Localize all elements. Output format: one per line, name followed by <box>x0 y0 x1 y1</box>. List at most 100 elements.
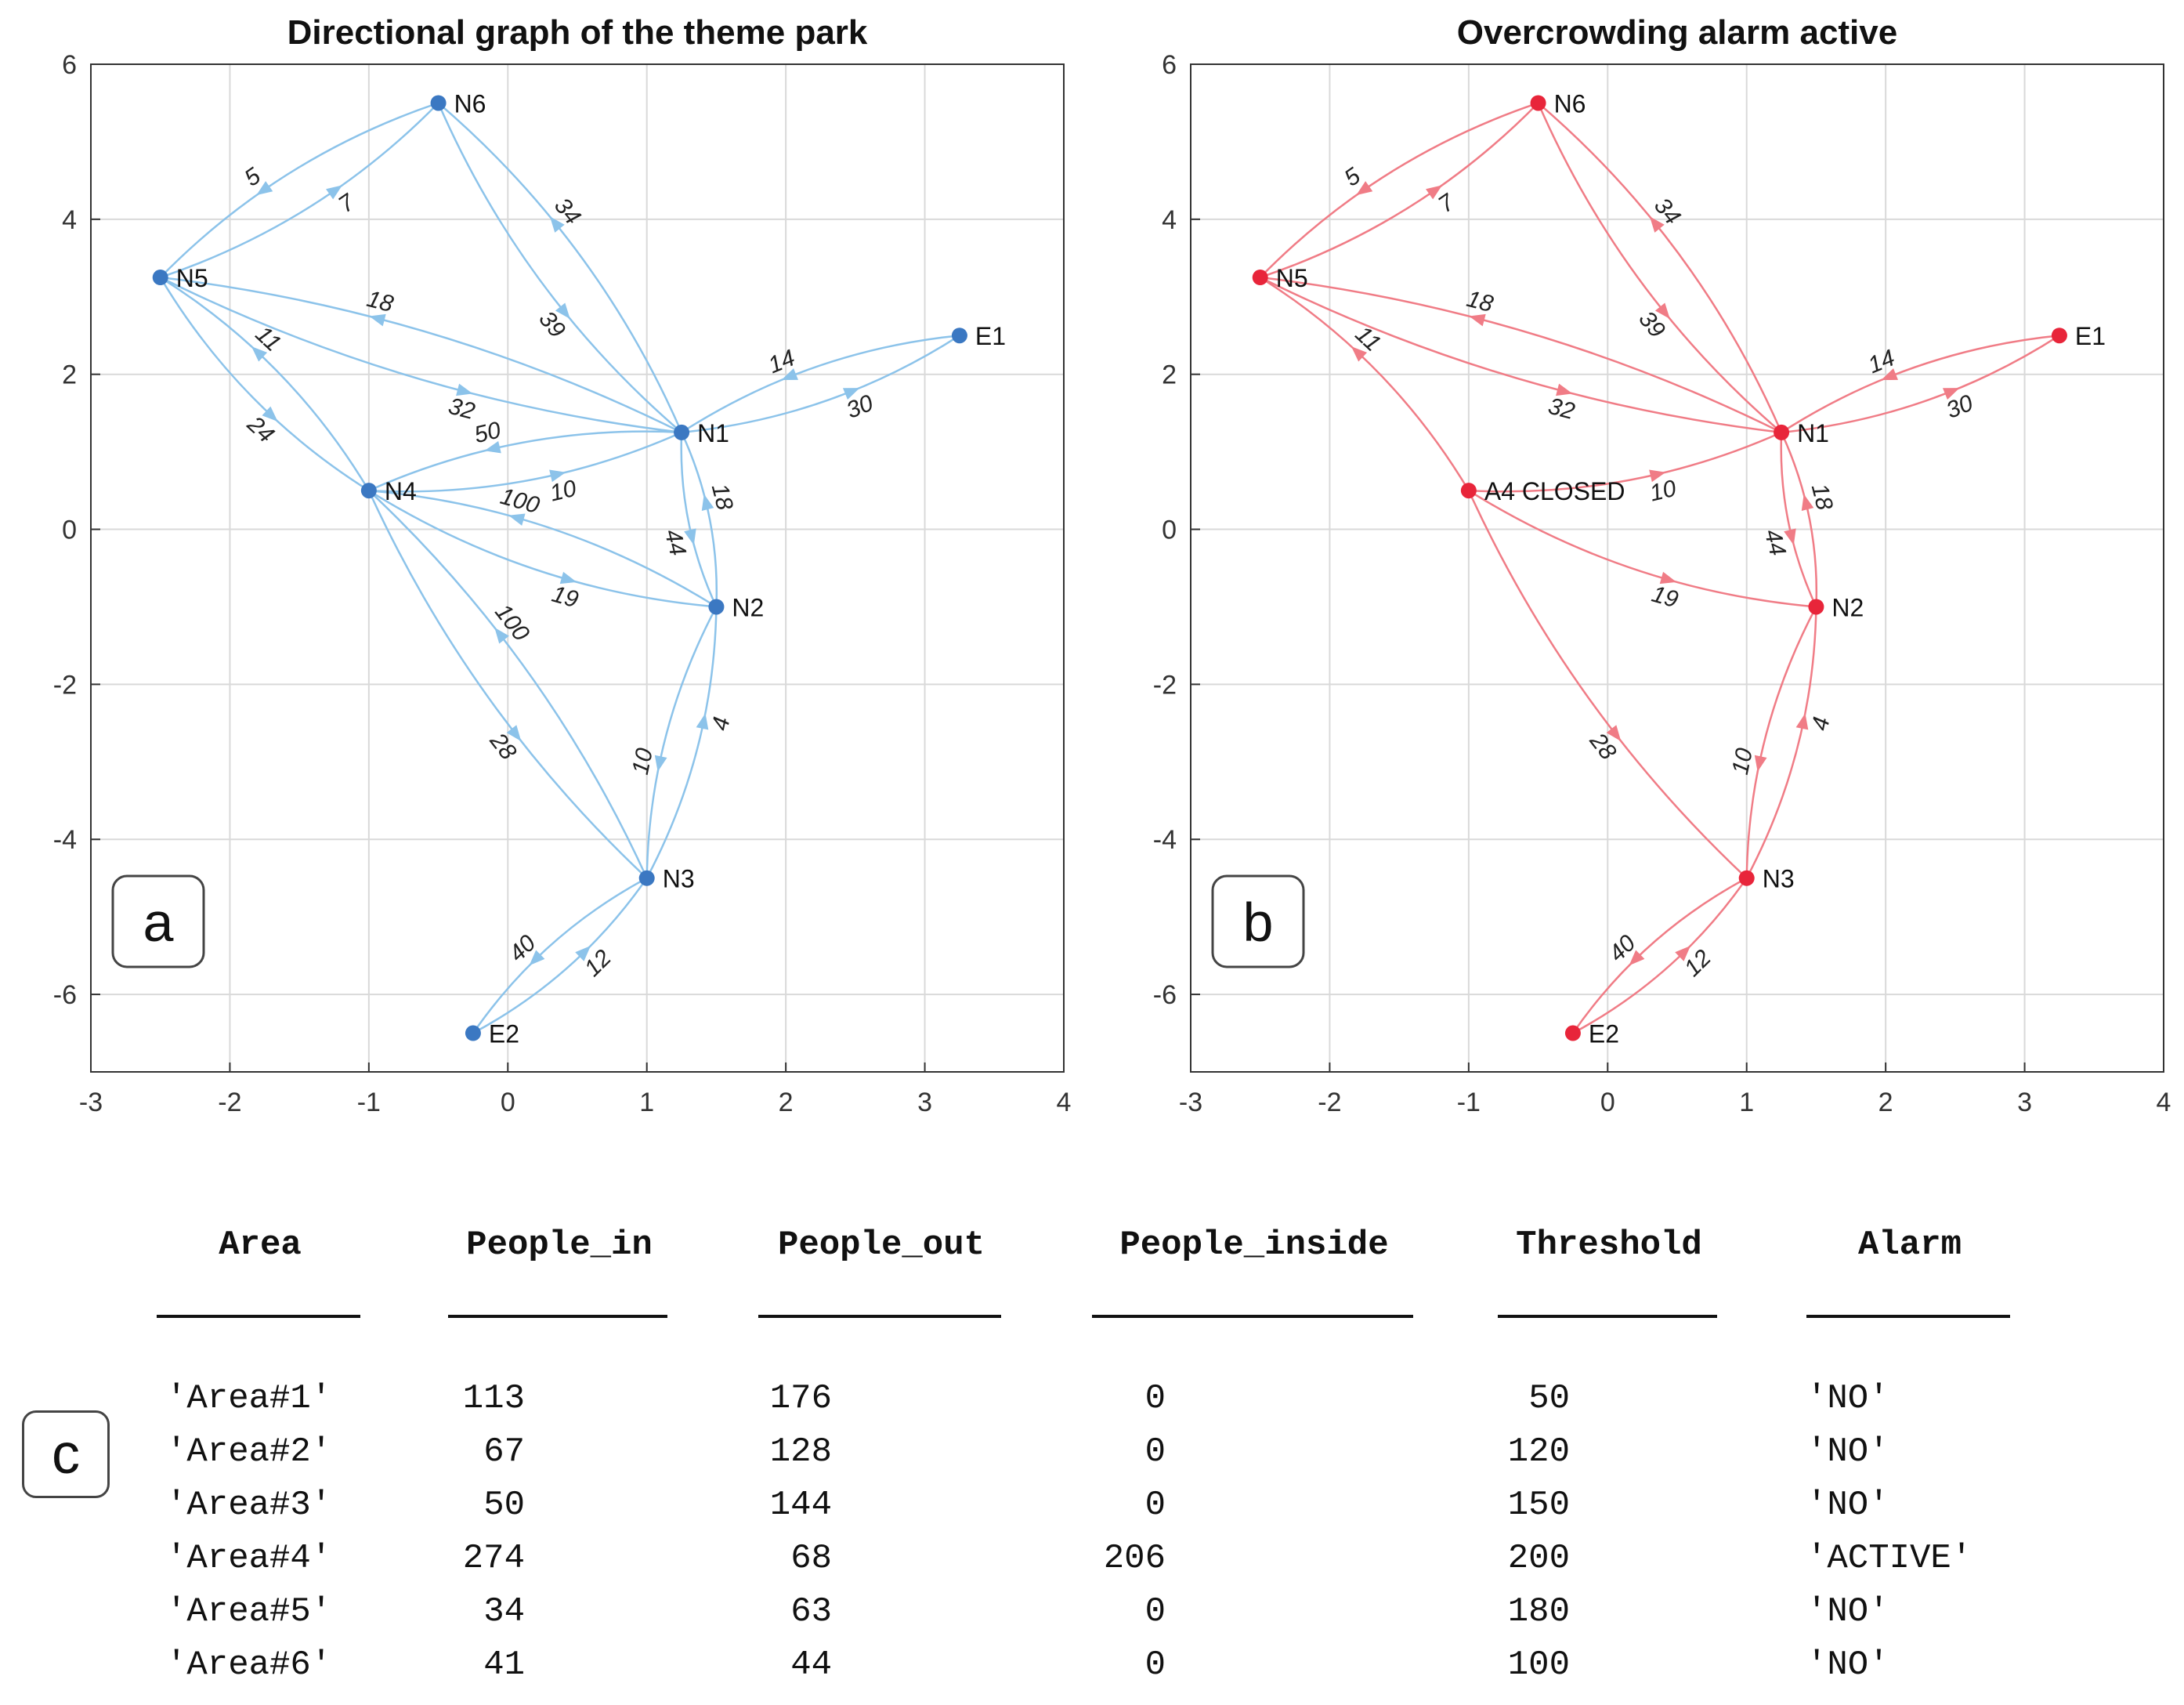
edge-weight-label: 10 <box>1647 476 1679 507</box>
edge-weight-label: 10 <box>548 476 579 507</box>
table-cell: 'Area#5' <box>166 1592 332 1631</box>
table-cell: 67 <box>483 1432 525 1472</box>
table-cell: 113 <box>462 1379 525 1418</box>
node-label-N5: N5 <box>176 264 208 292</box>
chart-title-a: Directional graph of the theme park <box>287 13 868 52</box>
figure-svg: -3 -2 -1 0 1 2 3 4 -6 -4 -2 0 2 4 6 Directional graph o… <box>53 13 2171 1117</box>
edge-arrowhead <box>1351 346 1368 362</box>
panel-c-label-box: c <box>22 1410 110 1498</box>
chart-title-b: Overcrowding alarm active <box>1457 13 1897 52</box>
edge-N6-N1 <box>437 102 682 433</box>
y-tick-label: -4 <box>53 825 77 855</box>
node-E2 <box>465 1025 481 1041</box>
panel-a-label: a <box>143 892 174 953</box>
edge-arrowhead <box>1942 388 1960 400</box>
node-N4 <box>1460 483 1477 499</box>
edge-arrowhead <box>1356 181 1373 196</box>
table-cell: 63 <box>790 1592 832 1631</box>
y-tick-label: 6 <box>1162 50 1177 80</box>
y-tick-label: -4 <box>1153 825 1177 855</box>
table-cell: 120 <box>1507 1432 1570 1472</box>
node-N5 <box>152 270 168 286</box>
edge-arrowhead <box>262 406 278 422</box>
node-label-N4: A4 CLOSED <box>1484 477 1625 505</box>
y-tick-label: 0 <box>62 516 77 545</box>
edge-N2-N1 <box>680 432 718 607</box>
x-tick-label: 0 <box>1600 1088 1615 1117</box>
table-header-rule <box>157 1315 360 1318</box>
table-cell: 50 <box>483 1486 525 1525</box>
edge-arrowhead <box>1469 313 1486 327</box>
node-N1 <box>674 424 690 440</box>
edge-N4-N5 <box>160 276 370 491</box>
table-cell: 'NO' <box>1806 1592 1889 1631</box>
x-tick-label: 1 <box>639 1088 654 1117</box>
edge-N2-N1 <box>1780 432 1818 607</box>
table-header-area: Area <box>219 1225 302 1265</box>
edge-arrowhead <box>701 494 714 511</box>
table-cell: 0 <box>1144 1592 1166 1631</box>
table-header-threshold: Threshold <box>1516 1225 1702 1265</box>
edge-N5-N4 <box>159 277 370 492</box>
edge-N1-N5 <box>160 276 682 434</box>
table-cell: 'ACTIVE' <box>1806 1539 1972 1578</box>
node-N1 <box>1774 424 1790 440</box>
node-label-E1: E1 <box>975 322 1006 350</box>
edge-arrowhead <box>1784 528 1796 545</box>
edge-arrowhead <box>1795 713 1809 730</box>
plot-border-a <box>90 63 1065 1073</box>
table-cell: 144 <box>769 1486 832 1525</box>
node-N2 <box>708 599 725 615</box>
table-cell: 'Area#6' <box>166 1645 332 1685</box>
node-label-N1: N1 <box>697 419 729 447</box>
node-label-N5: N5 <box>1276 264 1308 292</box>
x-tick-label: -2 <box>1318 1088 1341 1117</box>
table-cell: 'NO' <box>1806 1486 1889 1525</box>
table-header-rule <box>1092 1315 1413 1318</box>
node-N4 <box>360 483 377 499</box>
edge-weight-label: 50 <box>472 417 503 448</box>
table-cell: 128 <box>769 1432 832 1472</box>
x-tick-label: 3 <box>2017 1088 2032 1117</box>
x-tick-label: 1 <box>1739 1088 1754 1117</box>
table-header-rule <box>758 1315 1001 1318</box>
x-tick-label: 3 <box>917 1088 932 1117</box>
x-tick-label: 2 <box>1878 1088 1893 1117</box>
x-tick-label: -1 <box>357 1088 381 1117</box>
table-cell: 274 <box>462 1539 525 1578</box>
node-label-E2: E2 <box>1589 1020 1619 1048</box>
edge-weight-label: 4 <box>1807 715 1835 733</box>
edge-arrowhead <box>1801 494 1814 511</box>
edge-N2-N3 <box>645 606 718 878</box>
x-tick-label: -1 <box>1457 1088 1481 1117</box>
edge-arrowhead <box>1426 185 1443 200</box>
node-label-N4: N4 <box>385 477 417 505</box>
node-label-E2: E2 <box>489 1020 519 1048</box>
table-header-people-inside: People_inside <box>1119 1225 1389 1265</box>
edge-arrowhead <box>494 627 509 644</box>
edge-N2-N4 <box>368 489 718 608</box>
edge-N1-N5 <box>1260 276 1782 434</box>
node-label-N2: N2 <box>1831 593 1864 621</box>
table-header-alarm: Alarm <box>1857 1225 1962 1265</box>
edge-N6-N5 <box>1259 102 1539 278</box>
edge-weight-label: 10 <box>627 746 658 777</box>
edge-arrowhead <box>1649 469 1666 483</box>
table-cell: 0 <box>1144 1645 1166 1685</box>
edge-arrowhead <box>456 383 473 396</box>
edge-N3-E2 <box>1571 877 1748 1034</box>
edge-E1-N1 <box>681 334 960 433</box>
edge-N1-N2 <box>1780 432 1817 607</box>
table-cell: 200 <box>1507 1539 1570 1578</box>
edge-arrowhead <box>508 513 526 526</box>
y-tick-label: 4 <box>1162 205 1177 235</box>
node-label-N3: N3 <box>663 865 695 893</box>
edge-N2-N3 <box>1745 606 1817 878</box>
edge-N4-N3 <box>367 490 648 879</box>
node-label-N1: N1 <box>1797 419 1829 447</box>
edge-arrowhead <box>251 346 268 362</box>
edge-N3-E2 <box>472 877 648 1034</box>
edge-weight-label: 4 <box>707 715 736 733</box>
table-cell: 34 <box>483 1592 525 1631</box>
edge-N1-E1 <box>1781 335 2060 434</box>
